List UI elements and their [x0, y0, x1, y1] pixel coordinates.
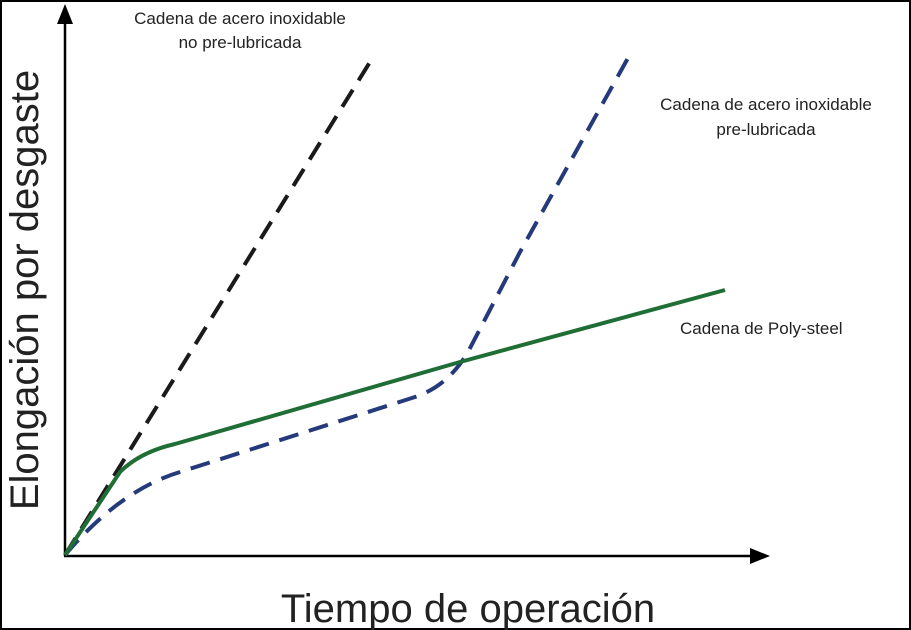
- curve-label: Cadena de Poly-steel: [680, 319, 843, 338]
- curve-green: [63, 288, 726, 557]
- curve-label: Cadena de acero inoxidable: [134, 9, 346, 28]
- curve-label: Cadena de acero inoxidable: [660, 95, 872, 114]
- curve-blue-dashed: [63, 57, 630, 557]
- curve-black-dashed: [63, 60, 372, 557]
- y-axis-arrow: [57, 4, 73, 24]
- curve-label: no pre-lubricada: [179, 33, 302, 52]
- x-axis-label: Tiempo de operación: [281, 587, 655, 630]
- x-axis-arrow: [750, 548, 770, 564]
- y-axis-label: Elongación por desgaste: [3, 70, 47, 510]
- curve-label: pre-lubricada: [716, 120, 816, 139]
